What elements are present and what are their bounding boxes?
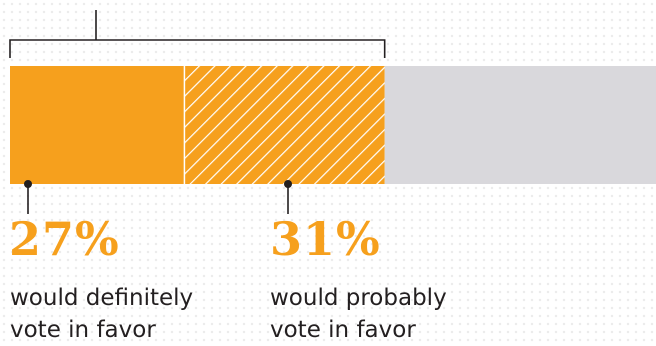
bracket [9, 10, 386, 58]
leader-dot-definitely [24, 180, 32, 188]
probably-description-line-2: vote in favor [270, 317, 416, 343]
bar-segment-remainder [384, 66, 656, 184]
definitely-percent-label: 27% [9, 212, 120, 266]
bracket-line [9, 10, 386, 58]
definitely-description: would definitely vote in favor [10, 282, 250, 346]
bar-segments [10, 66, 656, 184]
leader-dot-probably [284, 180, 292, 188]
bar-segment-probably [184, 66, 385, 184]
probably-description-line-1: would probably [270, 285, 447, 311]
bar-segment-definitely [10, 66, 185, 184]
probably-percent-label: 31% [270, 212, 381, 266]
definitely-description-line-2: vote in favor [10, 317, 156, 343]
probably-description: would probably vote in favor [270, 282, 510, 346]
leader-markers [24, 180, 292, 214]
definitely-description-line-1: would definitely [10, 285, 194, 311]
